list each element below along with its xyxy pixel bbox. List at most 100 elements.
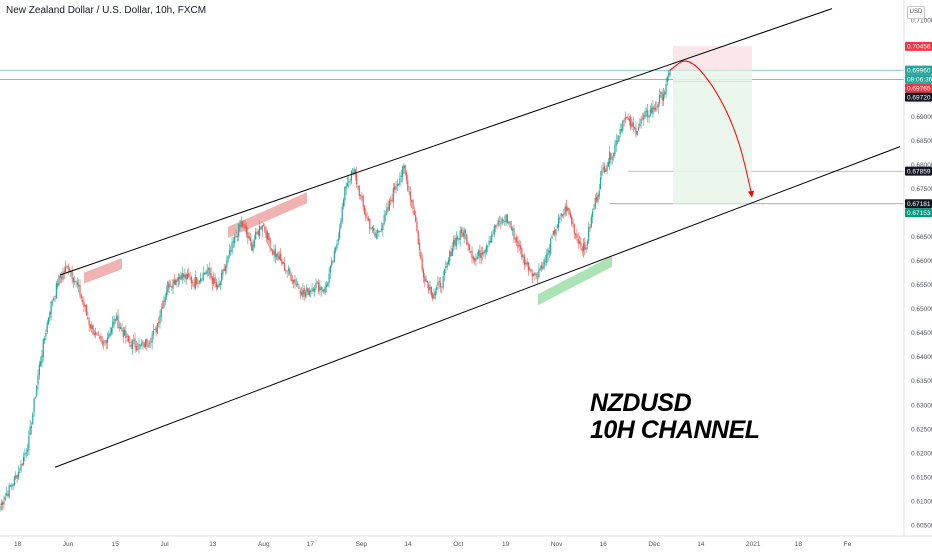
candle-body [131,340,134,350]
candle-body [47,317,50,324]
candle-body [447,259,450,264]
candle-body [441,286,443,288]
candle-body [184,274,186,278]
candle-body [439,282,442,287]
candle-body [120,326,122,329]
candle-body [177,277,179,281]
channel-lower-line[interactable] [54,146,901,468]
price-badge[interactable]: 0.67181 [905,199,932,209]
candle-body [514,238,516,240]
candle-body [632,121,634,128]
resistance-zone[interactable] [228,192,307,238]
candle-body [651,107,653,113]
candle-body [603,166,606,173]
support-zone[interactable] [538,255,612,306]
price-badge[interactable]: 0.69720 [905,92,932,102]
candle-body [84,305,86,307]
candle-body [573,224,575,234]
resistance-zone[interactable] [84,258,122,284]
candle-body [652,105,654,115]
channel-upper-line[interactable] [59,8,833,276]
candle-body [370,228,372,230]
symbol-title[interactable]: New Zealand Dollar / U.S. Dollar, 10h, F… [6,5,207,16]
candle-body [15,475,17,478]
candle-body [287,268,290,271]
currency-button[interactable]: USD [907,6,925,19]
price-badge[interactable]: 0.70456 [905,41,932,51]
candle-body [446,262,448,268]
candle-body [109,332,111,336]
price-badge[interactable]: 0.69765 [905,83,932,93]
candle-body [159,315,161,324]
candle-body [585,247,587,250]
candle-body [224,266,227,272]
candle-body [168,283,170,288]
candle-body [291,279,293,282]
candle-body [303,288,305,295]
candle-body [96,333,98,335]
candle-body [498,221,501,222]
candle-body [97,334,99,336]
x-tick-label: Sep [356,541,368,548]
candle-body [561,214,564,216]
price-badge[interactable]: 08:06:36 [905,74,932,84]
candle-body [200,278,202,282]
candle-body [630,116,632,128]
candle-body [114,319,116,321]
candle-body [192,282,194,283]
x-tick-label: Nov [551,541,563,548]
candle-body [526,261,528,265]
candle-body [188,272,190,278]
candle-body [375,233,377,239]
candle-body [462,232,464,237]
candle-body [66,265,68,267]
candle-body [479,250,481,258]
candle-body [213,277,215,284]
candle-body [656,106,658,108]
candle-body [338,228,341,239]
candle-body [554,229,556,234]
candle-body [320,287,322,290]
candle-body [329,266,332,273]
candle-body [512,228,514,231]
candle-body [152,330,155,336]
candle-body [129,341,131,344]
candle-body [138,343,140,350]
candle-body [43,338,46,342]
take-profit-area[interactable] [673,70,752,204]
candle-body [49,312,51,319]
candle-body [496,225,498,227]
candle-body [443,269,446,276]
price-badge[interactable]: 0.69960 [905,65,932,75]
candle-body [251,242,253,251]
candle-body [295,284,297,286]
candle-body [37,375,39,385]
candle-body [310,291,312,292]
candle-body [118,326,120,328]
candle-body [79,284,81,296]
candle-body [413,210,415,216]
candle-body [349,181,351,183]
annotation-line-1: NZDUSD [590,389,692,417]
candle-body [379,231,381,233]
candle-body [342,199,345,207]
candle-body [278,255,280,260]
forecast-curve[interactable] [669,60,753,196]
candle-body [201,279,203,281]
candle-body [374,231,376,237]
price-badge[interactable]: 0.67153 [905,208,932,218]
candle-body [571,216,573,224]
candle-body [602,167,604,170]
price-badge-label: 0.69720 [907,94,931,101]
price-badge[interactable]: 0.67859 [905,166,932,176]
candle-body [551,236,553,239]
candle-body [367,218,370,221]
candle-body [144,339,147,348]
